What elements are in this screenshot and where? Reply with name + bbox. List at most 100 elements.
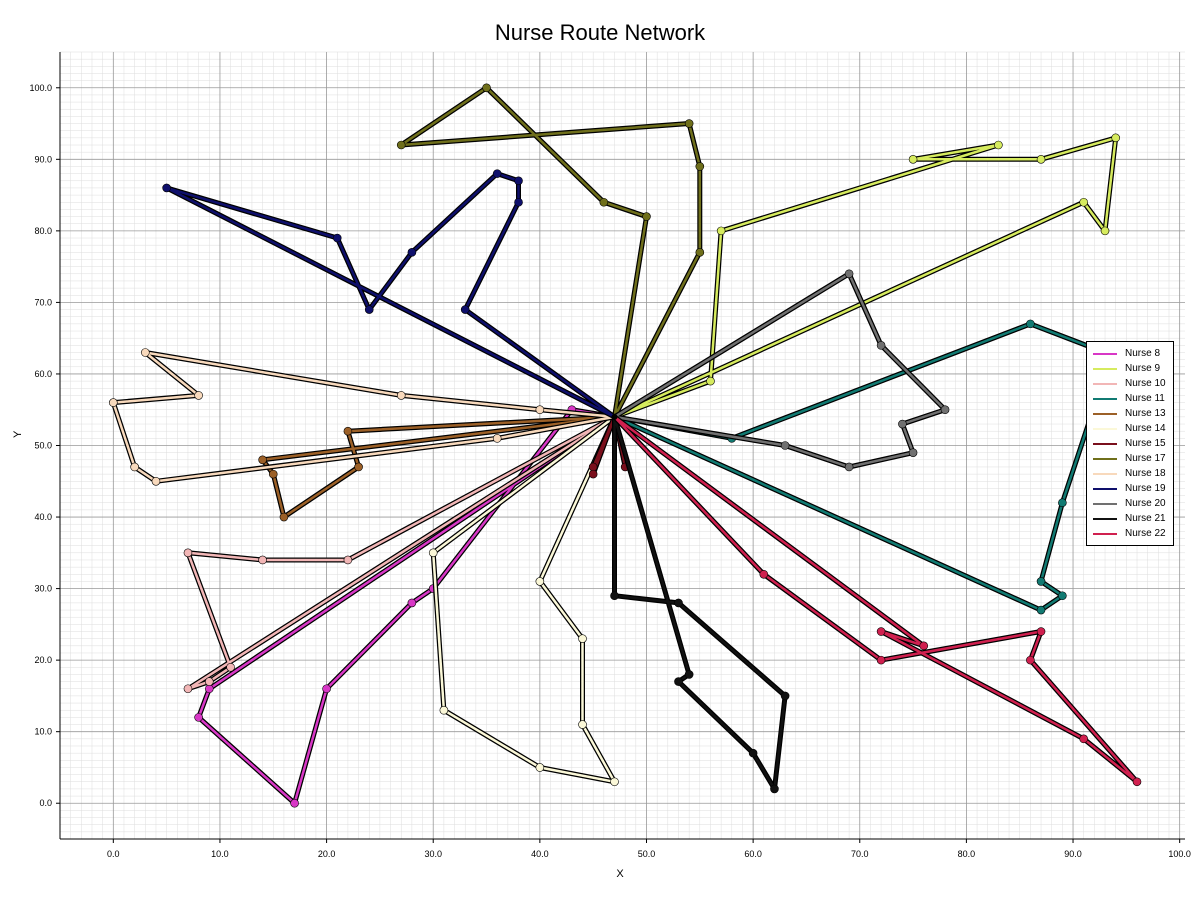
y-tick-label: 70.0 [34, 297, 52, 307]
legend-swatch [1093, 412, 1117, 415]
nurse-17-stop-point [482, 83, 491, 93]
legend-entry-nurse-21: Nurse 21 [1093, 511, 1169, 526]
nurse-18-route [109, 348, 615, 486]
legend-swatch [1093, 487, 1117, 490]
nurse-20-stop-point [908, 448, 918, 457]
nurse-21-stop-point [780, 691, 790, 701]
nurse-21-stop-point [674, 598, 683, 608]
legend-swatch [1093, 532, 1117, 535]
x-tick-label: 60.0 [744, 849, 762, 859]
nurse-19-stop-point [407, 248, 417, 257]
y-tick-label: 60.0 [34, 369, 52, 379]
nurse-11-stop-point [1058, 498, 1067, 508]
x-tick-label: 0.0 [107, 849, 120, 859]
nurse-19-stop-point [332, 233, 342, 243]
nurse-21-stop-point [770, 784, 779, 794]
nurse-13-stop-point [279, 512, 289, 522]
nurse-19-stop-point [514, 197, 523, 207]
y-tick-label: 30.0 [34, 584, 52, 594]
nurse-9-stop-point [706, 376, 715, 386]
legend-entry-nurse-17: Nurse 17 [1093, 451, 1169, 466]
nurse-18-stop-point [130, 462, 139, 472]
nurse-8-stop-point [204, 684, 214, 694]
nurse-22-stop-point [759, 569, 769, 579]
legend-swatch [1093, 352, 1117, 355]
legend-swatch [1093, 472, 1117, 475]
nurse-13-stop-point [343, 426, 353, 436]
nurse-19-route [162, 169, 616, 420]
nurse-9-route-outline [613, 135, 1119, 420]
y-axis-label: Y [12, 430, 24, 438]
nurse-22-route [612, 414, 1142, 787]
legend-entry-nurse-8: Nurse 8 [1093, 346, 1169, 361]
nurse-13-stop-point [354, 462, 363, 472]
y-tick-label: 90.0 [34, 154, 52, 164]
nurse-20-stop-point [780, 441, 790, 450]
nurse-9-stop-point [994, 140, 1003, 150]
nurse-8-route [194, 405, 616, 808]
nurse-18-route-line [112, 351, 615, 483]
nurse-15-route-line [591, 415, 627, 476]
x-tick-label: 80.0 [958, 849, 976, 859]
nurse-10-stop-point [183, 548, 193, 558]
nurse-9-route-line [613, 136, 1117, 419]
legend-label: Nurse 21 [1125, 513, 1166, 524]
nurse-10-stop-point [204, 677, 214, 686]
nurse-17-route [396, 83, 705, 419]
legend-label: Nurse 15 [1125, 438, 1166, 449]
x-tick-label: 70.0 [851, 849, 869, 859]
x-tick-label: 100.0 [1168, 849, 1191, 859]
nurse-10-route [183, 414, 616, 694]
nurse-13-route [258, 414, 615, 522]
nurse-8-stop-point [194, 713, 203, 722]
legend-swatch [1093, 517, 1117, 520]
nurse-18-stop-point [109, 398, 118, 407]
y-tick-label: 80.0 [34, 226, 52, 236]
nurse-14-stop-point [535, 763, 545, 772]
nurse-17-stop-point [396, 140, 406, 150]
nurse-9-stop-point [1036, 155, 1046, 164]
y-tick-label: 20.0 [34, 655, 52, 665]
nurse-19-stop-point [514, 176, 523, 186]
legend-entry-nurse-9: Nurse 9 [1093, 361, 1169, 376]
nurse-17-stop-point [684, 119, 694, 128]
depot-point [611, 413, 618, 420]
nurse-15-route [588, 414, 630, 479]
nurse-20-route [613, 269, 950, 472]
legend-label: Nurse 19 [1125, 483, 1166, 494]
nurse-19-route-line [165, 172, 616, 419]
nurse-20-stop-point [940, 405, 950, 415]
legend-label: Nurse 11 [1125, 393, 1165, 404]
nurse-11-route-line [613, 322, 1107, 612]
nurse-18-stop-point [151, 476, 161, 486]
nurse-18-stop-point [535, 405, 545, 415]
nurse-22-stop-point [1036, 627, 1046, 636]
legend-label: Nurse 18 [1125, 468, 1166, 479]
nurse-22-stop-point [1132, 777, 1142, 787]
nurse-14-stop-point [439, 705, 449, 715]
legend-entry-nurse-19: Nurse 19 [1093, 481, 1169, 496]
legend-label: Nurse 8 [1125, 348, 1161, 359]
legend-swatch [1093, 397, 1117, 400]
legend-label: Nurse 14 [1125, 423, 1166, 434]
nurse-14-route [428, 414, 619, 787]
legend-label: Nurse 22 [1125, 528, 1166, 539]
y-tick-label: 40.0 [34, 512, 52, 522]
nurse-21-stop-point [684, 670, 694, 679]
legend-label: Nurse 9 [1125, 363, 1161, 374]
nurse-19-stop-point [162, 183, 171, 193]
legend-entry-nurse-14: Nurse 14 [1093, 421, 1169, 436]
legend-swatch [1093, 367, 1117, 370]
y-tick-label: 50.0 [34, 441, 52, 451]
nurse-17-stop-point [695, 162, 705, 171]
legend-entry-nurse-10: Nurse 10 [1093, 376, 1169, 391]
y-tick-label: 100.0 [29, 83, 52, 93]
legend-entry-nurse-15: Nurse 15 [1093, 436, 1169, 451]
nurse-9-stop-point [1100, 226, 1110, 236]
route-lines [109, 83, 1142, 808]
legend: Nurse 8 Nurse 9 Nurse 10 Nurse 11 Nurse 13 Nu… [1086, 341, 1174, 546]
nurse-9-route [613, 133, 1120, 420]
nurse-11-stop-point [1026, 319, 1035, 329]
legend-label: Nurse 10 [1125, 378, 1166, 389]
